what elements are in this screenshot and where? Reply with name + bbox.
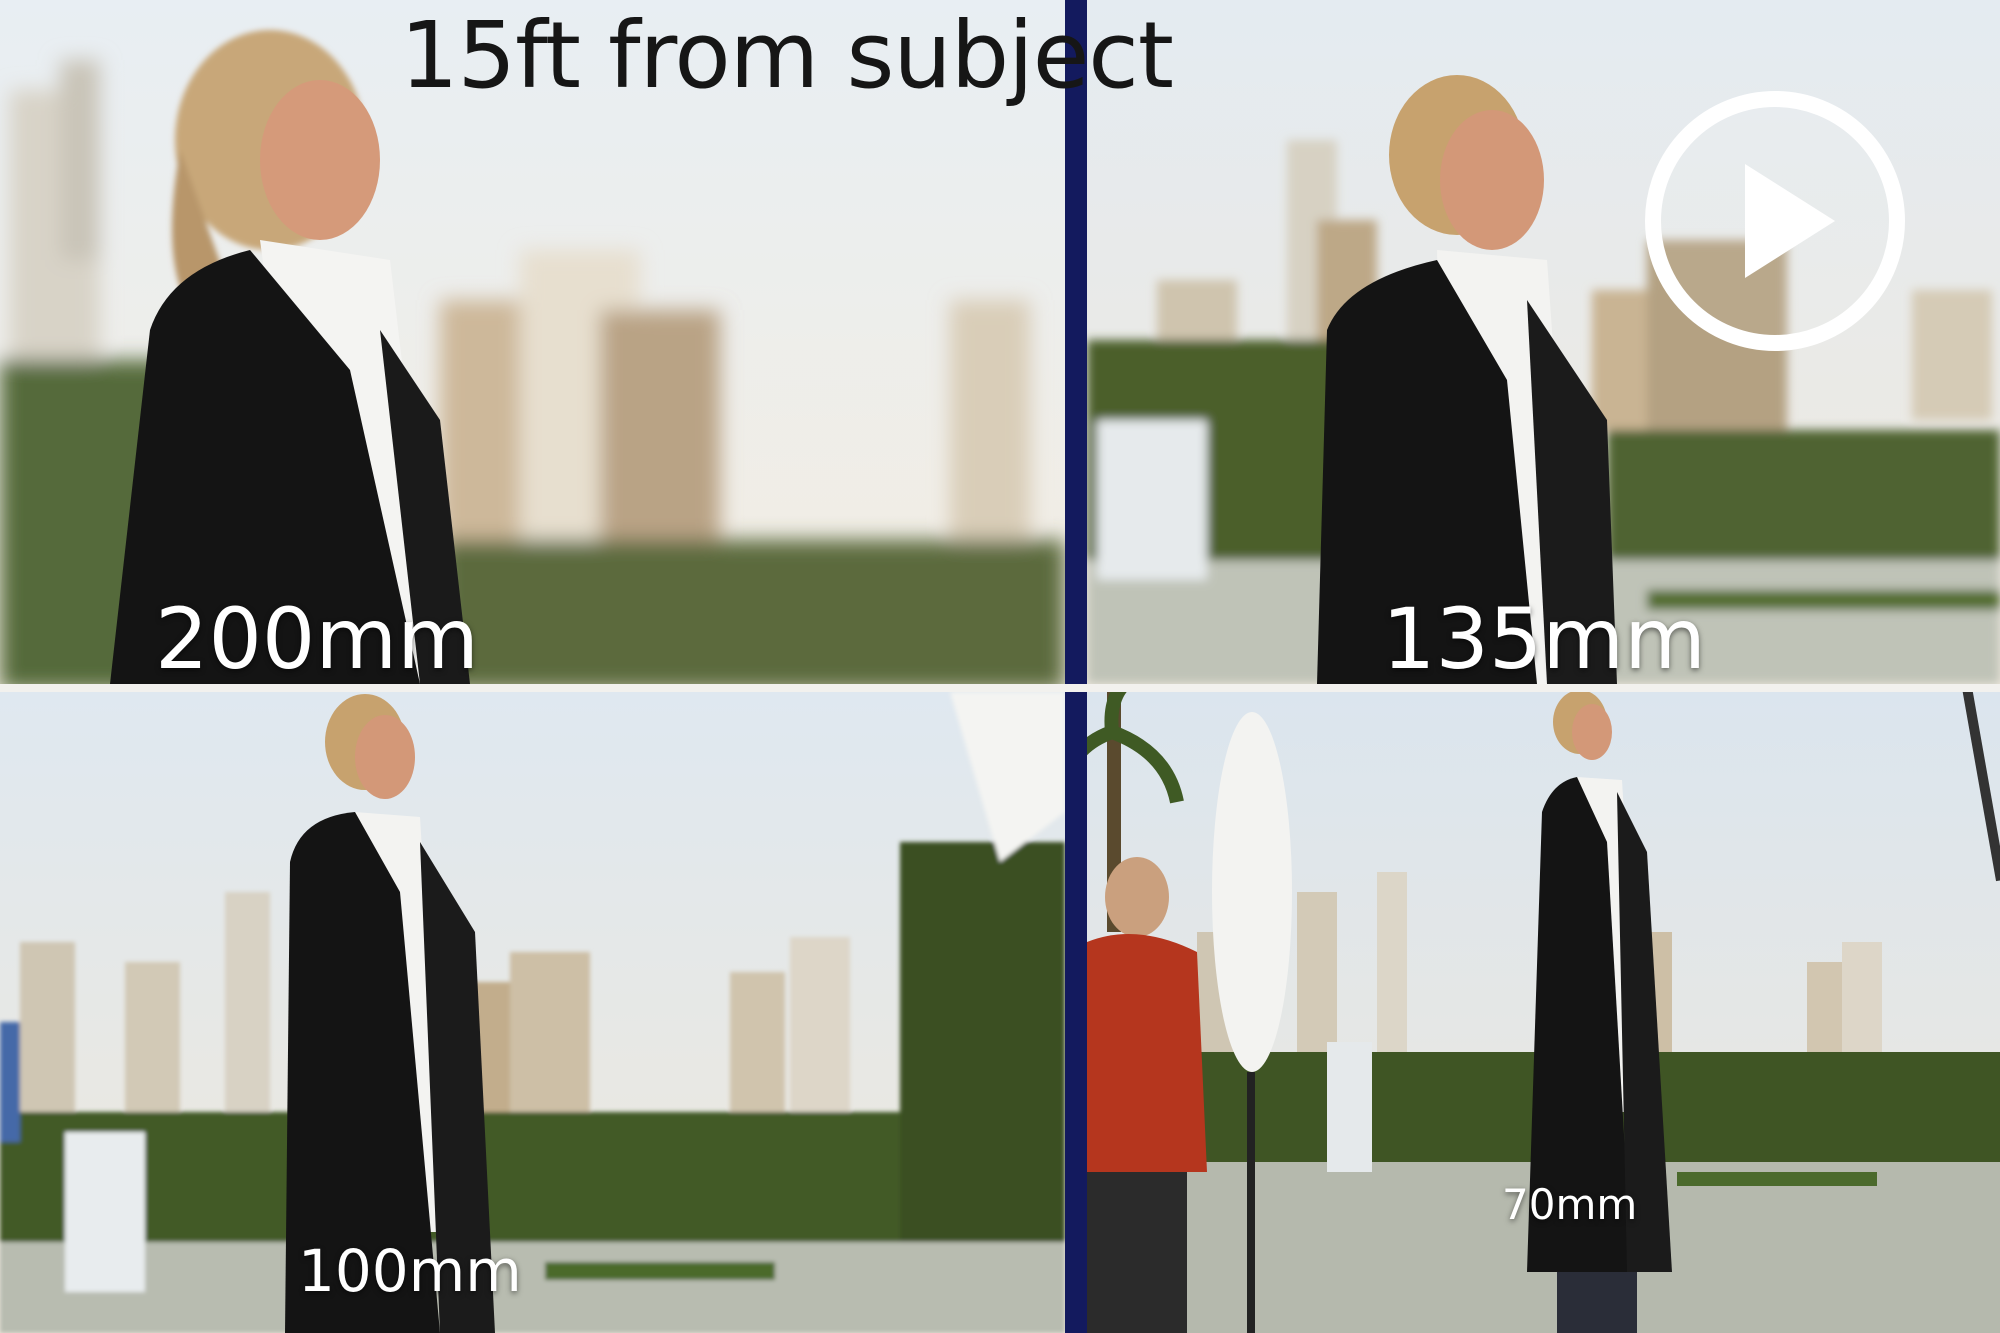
focal-length-label: 200mm [155, 590, 479, 684]
play-icon [1645, 91, 1905, 351]
photo-panel-200mm: 200mm [0, 0, 1065, 684]
vertical-divider [1065, 0, 1087, 1333]
horizontal-divider [0, 684, 2000, 692]
focal-length-label: 70mm [1502, 1180, 1638, 1229]
focal-length-label: 100mm [298, 1237, 522, 1305]
page-title: 15ft from subject [400, 2, 1174, 109]
photo-200mm [0, 0, 1065, 684]
photo-panel-100mm: 100mm [0, 692, 1065, 1333]
photo-panel-70mm: 70mm [1087, 692, 2000, 1333]
focal-length-label: 135mm [1382, 590, 1706, 684]
photo-70mm [1087, 692, 2000, 1333]
photo-100mm [0, 692, 1065, 1333]
play-button[interactable] [1640, 86, 1910, 356]
